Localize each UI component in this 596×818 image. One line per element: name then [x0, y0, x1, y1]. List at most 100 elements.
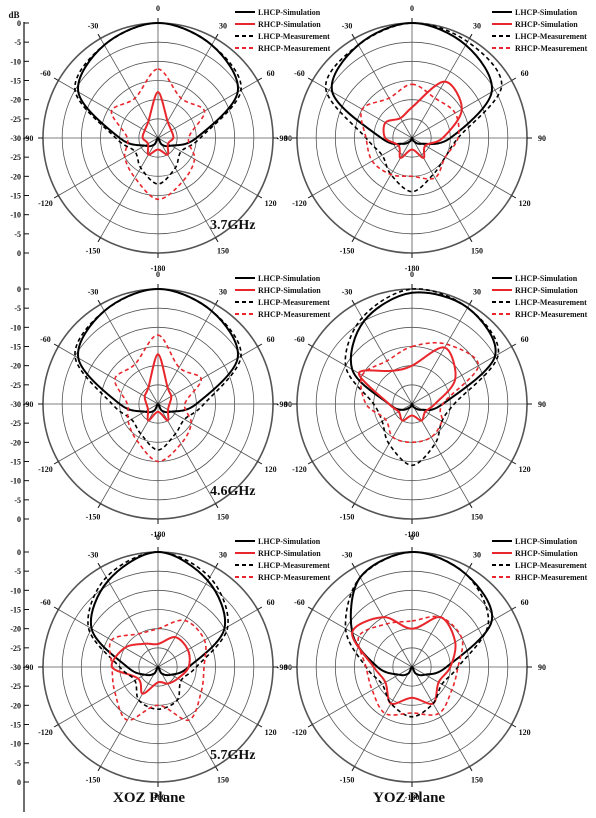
polar-angle-label: -90 [23, 134, 34, 143]
db-tick-label: -10 [10, 323, 21, 332]
polar-angle-label: -60 [40, 69, 51, 78]
polar-angle-tick [511, 195, 517, 199]
polar-spoke [157, 304, 216, 405]
polar-angle-tick [511, 724, 517, 728]
legend-label: RHCP-Measurement [515, 310, 588, 319]
polar-angle-label: -30 [88, 287, 99, 296]
polar-spoke [354, 403, 413, 504]
polar-angle-label: 90 [538, 134, 546, 143]
series-rhcp-simulation-curve [357, 346, 457, 422]
polar-angle-label: 90 [538, 400, 546, 409]
polar-angle-tick [257, 606, 263, 610]
polar-angle-tick [97, 299, 101, 305]
polar-angle-tick [215, 299, 219, 305]
polar-angle-label: -180 [151, 530, 166, 539]
polar-angle-tick [257, 461, 263, 465]
polar-angle-tick [307, 77, 313, 81]
polar-angle-tick [469, 237, 473, 243]
db-tick-label: -20 [10, 625, 21, 634]
polar-angle-label: -150 [86, 513, 101, 522]
legend-label: LHCP-Measurement [258, 298, 330, 307]
db-axis-unit: dB [8, 10, 19, 20]
polar-spoke [157, 137, 258, 196]
polar-angle-label: 120 [519, 199, 531, 208]
legend-label: RHCP-Measurement [515, 573, 588, 582]
polar-angle-tick [97, 33, 101, 39]
polar-spoke [312, 609, 413, 668]
polar-angle-tick [307, 724, 313, 728]
polar-angle-label: 150 [471, 247, 483, 256]
polar-angle-label: -180 [405, 264, 420, 273]
db-tick-label: -15 [10, 458, 21, 467]
legend-label: LHCP-Simulation [258, 274, 321, 283]
polar-angle-label: -30 [342, 21, 353, 30]
db-tick-label: -30 [10, 134, 21, 143]
polar-angle-label: -120 [38, 728, 53, 737]
polar-angle-tick [215, 766, 219, 772]
legend-label: RHCP-Simulation [258, 20, 321, 29]
polar-spoke [411, 304, 470, 405]
polar-angle-tick [257, 724, 263, 728]
db-tick-label: 0 [17, 548, 21, 557]
db-tick-label: -10 [10, 477, 21, 486]
polar-angle-label: 60 [521, 69, 529, 78]
polar-angle-label: -180 [151, 793, 166, 802]
polar-angle-tick [97, 766, 101, 772]
db-tick-label: 0 [17, 515, 21, 524]
polar-spoke [312, 137, 413, 196]
polar-angle-label: -30 [342, 550, 353, 559]
polar-spoke [58, 609, 159, 668]
polar-angle-label: 120 [519, 465, 531, 474]
polar-angle-label: 60 [521, 598, 529, 607]
series-lhcp-simulation-curve [349, 291, 497, 412]
yoz-plane-label: YOZ Plane [373, 790, 446, 806]
polar-angle-tick [215, 33, 219, 39]
polar-spoke [100, 666, 159, 767]
polar-angle-tick [351, 33, 355, 39]
polar-angle-label: -60 [294, 598, 305, 607]
db-tick-label: -25 [10, 115, 21, 124]
polar-angle-label: 0 [410, 533, 414, 542]
polar-angle-label: -30 [88, 550, 99, 559]
polar-spoke [58, 346, 159, 405]
db-tick-label: -20 [10, 362, 21, 371]
polar-angle-label: 0 [410, 270, 414, 279]
polar-angle-label: 150 [471, 513, 483, 522]
polar-angle-label: 0 [410, 4, 414, 13]
series-lhcp-measurement-curve [324, 22, 503, 193]
polar-angle-label: -90 [23, 663, 34, 672]
db-tick-label: -25 [10, 419, 21, 428]
polar-spoke [157, 666, 258, 725]
polar-spoke [157, 609, 258, 668]
polar-angle-tick [257, 195, 263, 199]
polar-angle-tick [257, 77, 263, 81]
polar-angle-label: -150 [340, 776, 355, 785]
freq-label-1: 3.7GHz [210, 218, 256, 233]
polar-angle-tick [307, 195, 313, 199]
freq-label-2: 4.6GHz [210, 484, 256, 499]
db-tick-label: -5 [14, 759, 21, 768]
series-rhcp-measurement-curve [359, 341, 480, 444]
polar-angle-tick [257, 343, 263, 347]
polar-angle-tick [97, 503, 101, 509]
db-tick-label: 0 [17, 249, 21, 258]
series-lhcp-measurement-curve [344, 288, 500, 467]
db-tick-label: 0 [17, 285, 21, 294]
series-rhcp-simulation-curve [141, 91, 175, 156]
polar-spoke [58, 137, 159, 196]
db-tick-label: -5 [14, 567, 21, 576]
polar-angle-label: 30 [473, 287, 481, 296]
series-rhcp-simulation-curve [351, 616, 457, 705]
polar-angle-tick [511, 343, 517, 347]
polar-plot: 0 30 60 90 120 150 -180 -150 -120 -90 -60 -30 LHCP-S… [277, 270, 588, 539]
polar-angle-label: -90 [277, 400, 288, 409]
legend-label: LHCP-Measurement [258, 32, 330, 41]
series-lhcp-measurement-curve [344, 551, 490, 718]
polar-spoke [58, 403, 159, 462]
polar-angle-label: 30 [473, 550, 481, 559]
polar-angle-label: 30 [473, 21, 481, 30]
legend-label: RHCP-Simulation [515, 20, 578, 29]
polar-spoke [100, 137, 159, 238]
series-lhcp-measurement-curve [74, 22, 242, 185]
polar-angle-tick [97, 237, 101, 243]
